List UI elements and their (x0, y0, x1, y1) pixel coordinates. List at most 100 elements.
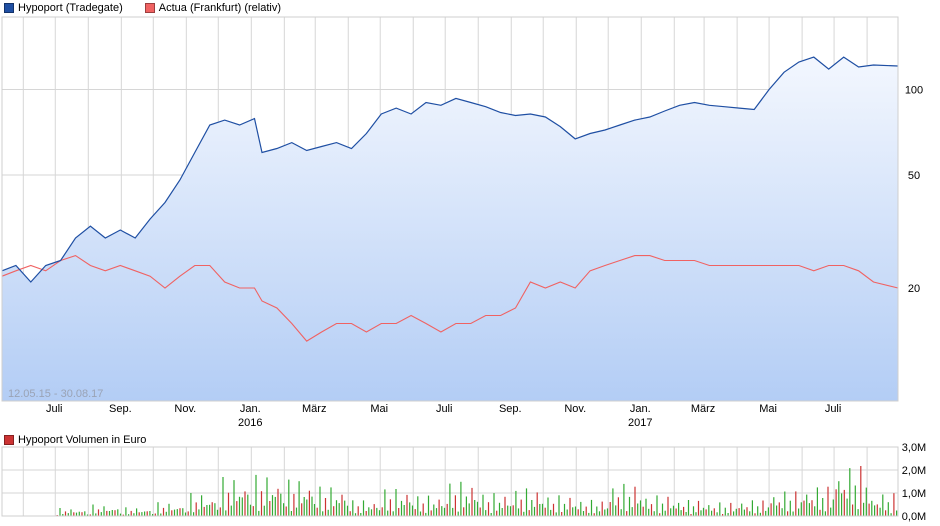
x-year-label: 2017 (628, 417, 652, 429)
volume-bar (84, 511, 86, 516)
volume-bar (133, 513, 135, 516)
volume-bar (751, 500, 753, 516)
volume-bar (435, 508, 438, 516)
legend-item-actua[interactable]: Actua (Frankfurt) (relativ) (144, 2, 281, 14)
volume-bar (792, 511, 794, 516)
volume-bar (70, 509, 72, 516)
volume-bar (344, 500, 346, 516)
x-tick-label: März (691, 403, 715, 415)
volume-bar (561, 512, 563, 516)
volume-bar (285, 506, 287, 516)
volume-bar (664, 510, 666, 516)
volume-bar (89, 514, 91, 516)
volume-bar (195, 502, 197, 516)
volume-bar (517, 508, 520, 516)
volume-bar (227, 492, 230, 516)
volume-bar (59, 508, 61, 516)
volume-bar (392, 511, 394, 516)
y-tick-label: 20 (908, 283, 920, 295)
volume-bar (389, 499, 391, 516)
volume-bar (293, 493, 295, 516)
volume-bar (759, 512, 761, 516)
volume-bar (590, 499, 593, 516)
volume-bar (741, 503, 743, 516)
volume-bar (863, 502, 865, 516)
volume-bar (876, 504, 878, 516)
volume-bar (680, 510, 682, 516)
volume-bar (552, 503, 555, 516)
volume-bar (754, 513, 756, 516)
volume-bar (263, 505, 265, 516)
volume-bar (114, 510, 116, 516)
volume-bar (690, 514, 692, 516)
volume-bar (209, 504, 211, 516)
volume-bar (190, 493, 192, 516)
volume-bar (697, 500, 700, 516)
volume-bar (670, 508, 672, 516)
volume-bar (280, 493, 282, 516)
volume-bar (841, 493, 843, 516)
volume-bar (781, 508, 783, 516)
volume-bar (378, 510, 381, 516)
volume-bar (874, 505, 876, 516)
volume-bar (100, 512, 102, 516)
volume-bar (411, 505, 414, 516)
volume-bar (784, 491, 786, 516)
volume-bar (550, 509, 552, 516)
volume-bar (555, 512, 557, 516)
volume-bar (716, 512, 718, 516)
volume-bar (890, 513, 892, 516)
volume-bar (255, 474, 257, 516)
volume-bar (566, 509, 568, 516)
volume-bar (626, 511, 628, 516)
volume-bar (306, 499, 308, 516)
volume-bar (879, 507, 881, 516)
volume-bar (95, 513, 97, 516)
volume-bar (295, 507, 298, 516)
volume-bar (639, 500, 642, 516)
volume-bar (130, 510, 132, 516)
volume-bar (211, 502, 213, 516)
volume-bar (168, 503, 170, 516)
volume-bar (319, 486, 321, 516)
y-tick-label: 50 (908, 170, 920, 182)
volume-bar (628, 496, 631, 516)
volume-bar (572, 507, 574, 516)
volume-bar (206, 505, 208, 516)
legend-item-hypoport[interactable]: Hypoport (Tradegate) (4, 2, 123, 14)
volume-bar (141, 512, 143, 516)
volume-bar (656, 495, 658, 516)
volume-bar (92, 504, 94, 516)
volume-bar (852, 504, 854, 516)
volume-bar (719, 502, 721, 516)
volume-bar (238, 496, 241, 516)
volume-bar (288, 479, 290, 516)
volume-bar (249, 504, 252, 516)
volume-bar (219, 507, 221, 516)
x-tick-label: Jan. (630, 403, 651, 415)
volume-bar (482, 494, 484, 516)
volume-bar (373, 504, 375, 516)
volume-bar (230, 505, 232, 516)
volume-bar (569, 497, 571, 516)
volume-bar (430, 510, 432, 516)
volume-bar (187, 511, 189, 516)
volume-bar (620, 509, 622, 516)
volume-bar (727, 513, 729, 516)
volume-bar (615, 505, 617, 516)
volume-bar (271, 495, 274, 516)
volume-bar (136, 508, 138, 516)
volume-bar (580, 501, 582, 516)
volume-bar (179, 508, 181, 516)
volume-bar (157, 502, 159, 516)
volume-bar (111, 510, 113, 516)
volume-bar (78, 511, 80, 516)
volume-bar (544, 507, 546, 516)
volume-bar (604, 509, 606, 516)
volume-bar (637, 503, 639, 516)
volume-bar (803, 500, 805, 516)
volume-bar (479, 507, 481, 516)
volume-bar (827, 486, 829, 516)
volume-bar (528, 510, 530, 516)
volume-bar (824, 511, 826, 516)
